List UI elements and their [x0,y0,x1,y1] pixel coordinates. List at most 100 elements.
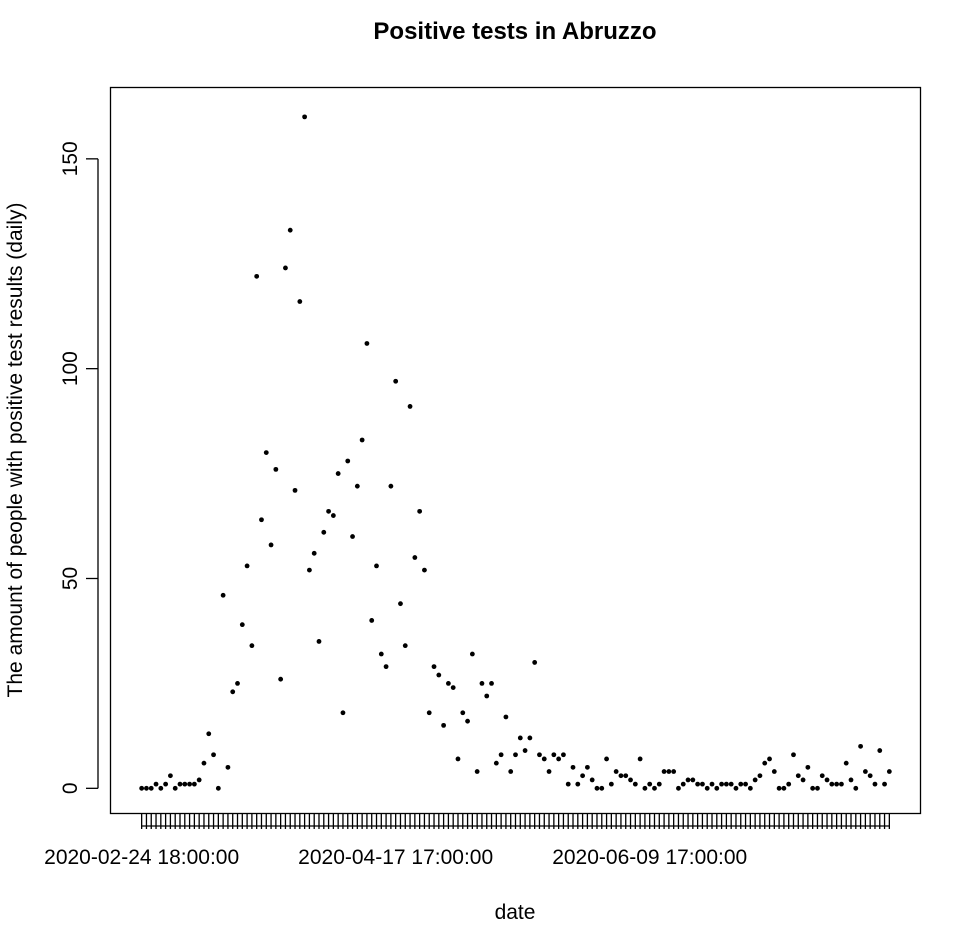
data-point [767,756,772,762]
y-tick-label: 150 [59,141,82,176]
data-point [570,764,576,770]
data-point [503,714,509,720]
data-point [359,437,365,443]
data-point [546,769,552,774]
data-point [215,785,221,791]
data-point [522,748,528,753]
data-point [311,550,317,556]
data-point [839,781,844,787]
data-point [498,752,504,758]
data-point [848,777,854,783]
data-point [575,781,581,787]
data-point [445,681,451,686]
data-point [623,773,629,779]
data-point [206,731,212,737]
data-point [479,681,485,686]
data-point [608,781,614,787]
data-point [589,777,595,783]
data-point [791,752,796,758]
data-point [354,483,360,489]
data-point [378,651,384,657]
x-tick-label: 2020-04-17 17:00:00 [298,846,493,869]
data-point [743,781,748,787]
data-point [537,752,542,758]
data-point [882,781,887,787]
data-point [637,756,643,762]
data-point [508,769,514,774]
data-point [680,781,686,787]
data-point [786,781,792,787]
data-point [460,710,466,716]
data-point [144,785,149,791]
data-point [738,781,744,787]
data-point [604,756,609,762]
data-point [747,785,753,791]
y-tick-label: 0 [59,782,82,794]
data-point [858,743,863,749]
data-point [834,781,840,787]
data-point [551,752,557,758]
data-point [795,773,801,779]
data-point [316,639,322,644]
data-point [239,622,245,628]
data-point [632,781,638,787]
data-point [345,458,351,464]
data-point [584,764,590,770]
data-point [153,781,159,787]
data-point [541,756,547,762]
data-point [517,735,523,741]
data-point [230,689,236,695]
data-point [580,773,586,779]
data-point [489,681,494,686]
data-point [297,299,303,304]
data-point [565,781,571,787]
data-point [642,785,648,791]
data-point [800,777,806,783]
data-point [388,483,394,489]
data-point [220,592,226,598]
data-point [168,773,173,779]
data-point [829,781,835,787]
data-point [350,534,355,539]
data-point [771,769,777,774]
data-point [493,760,499,766]
data-point [340,710,346,716]
data-point [465,718,470,724]
data-point [666,769,672,774]
data-point [815,785,820,791]
data-point [862,769,868,774]
data-point [393,378,399,384]
data-point [628,777,633,783]
data-point [321,529,327,535]
data-point [700,781,705,787]
data-point [810,785,816,791]
data-point [723,781,729,787]
data-point [191,781,197,787]
data-point [819,773,825,779]
data-point [652,785,657,791]
data-point [326,508,331,514]
data-point [407,404,413,409]
data-point [594,785,600,791]
data-point [307,567,312,573]
data-point [618,773,624,779]
data-point [374,563,379,569]
data-point [843,760,849,766]
data-point [402,643,408,649]
data-point [824,777,830,783]
data-point [254,273,260,279]
data-point [278,676,284,682]
data-point [244,563,250,569]
y-tick-label: 50 [59,567,82,590]
data-point [283,265,288,271]
data-point [412,555,418,560]
data-point [163,781,169,787]
data-point [484,693,490,699]
data-point [709,781,715,787]
data-point [187,781,192,787]
data-point [704,785,710,791]
data-point [225,764,231,770]
data-point [259,517,264,523]
data-point [661,769,667,774]
data-point [513,752,518,758]
